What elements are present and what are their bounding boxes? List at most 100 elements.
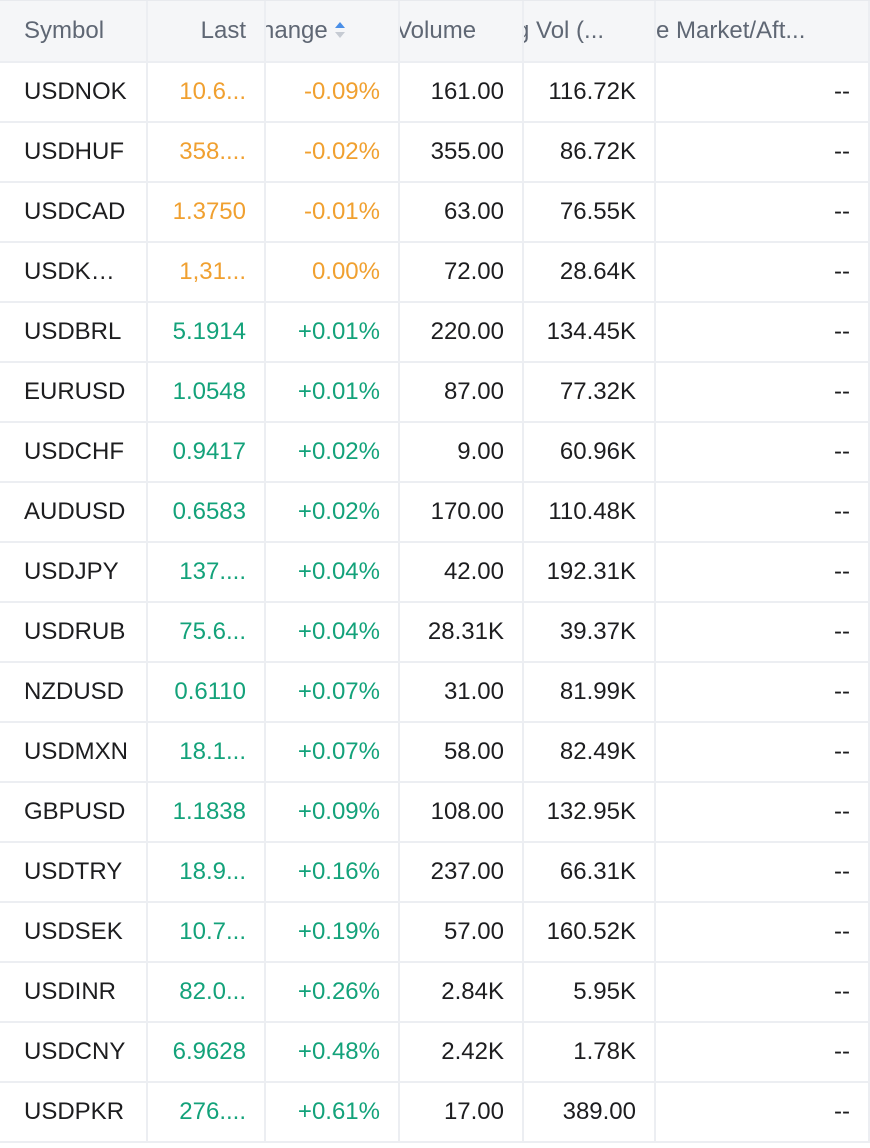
table-row[interactable]: USDKRW 1,31... 0.00% 72.00 28.64K -- bbox=[0, 243, 870, 303]
last-price-cell: 82.0... bbox=[148, 963, 266, 1021]
volume-cell: 220.00 bbox=[400, 303, 524, 361]
pre-market-cell: -- bbox=[656, 723, 870, 781]
volume-cell: 72.00 bbox=[400, 243, 524, 301]
avg-volume-cell: 5.95K bbox=[524, 963, 656, 1021]
last-price-cell: 0.6583 bbox=[148, 483, 266, 541]
symbol-cell[interactable]: AUDUSD bbox=[0, 483, 148, 541]
change-percent-cell: +0.19% bbox=[266, 903, 400, 961]
table-row[interactable]: USDHUF 358.... -0.02% 355.00 86.72K -- bbox=[0, 123, 870, 183]
table-row[interactable]: USDBRL 5.1914 +0.01% 220.00 134.45K -- bbox=[0, 303, 870, 363]
last-price-cell: 18.1... bbox=[148, 723, 266, 781]
symbol-cell[interactable]: USDCHF bbox=[0, 423, 148, 481]
column-header-pre-market[interactable]: re Market/Aft... bbox=[656, 1, 870, 61]
table-row[interactable]: USDCNY 6.9628 +0.48% 2.42K 1.78K -- bbox=[0, 1023, 870, 1083]
table-row[interactable]: USDINR 82.0... +0.26% 2.84K 5.95K -- bbox=[0, 963, 870, 1023]
symbol-cell[interactable]: USDCNY bbox=[0, 1023, 148, 1081]
volume-cell: 28.31K bbox=[400, 603, 524, 661]
change-percent-cell: +0.01% bbox=[266, 303, 400, 361]
symbol-cell[interactable]: USDCAD bbox=[0, 183, 148, 241]
symbol-cell[interactable]: USDPKR bbox=[0, 1083, 148, 1141]
change-percent-cell: +0.01% bbox=[266, 363, 400, 421]
pre-market-cell: -- bbox=[656, 843, 870, 901]
sort-ascending-icon[interactable] bbox=[334, 4, 346, 38]
avg-volume-cell: 192.31K bbox=[524, 543, 656, 601]
volume-cell: 9.00 bbox=[400, 423, 524, 481]
symbol-cell[interactable]: USDNOK bbox=[0, 63, 148, 121]
change-percent-cell: +0.02% bbox=[266, 483, 400, 541]
last-price-cell: 10.7... bbox=[148, 903, 266, 961]
pre-market-cell: -- bbox=[656, 363, 870, 421]
table-row[interactable]: EURUSD 1.0548 +0.01% 87.00 77.32K -- bbox=[0, 363, 870, 423]
change-percent-cell: -0.09% bbox=[266, 63, 400, 121]
symbol-cell[interactable]: GBPUSD bbox=[0, 783, 148, 841]
last-price-cell: 358.... bbox=[148, 123, 266, 181]
pre-market-cell: -- bbox=[656, 483, 870, 541]
change-percent-cell: +0.04% bbox=[266, 543, 400, 601]
symbol-cell[interactable]: USDJPY bbox=[0, 543, 148, 601]
volume-cell: 2.84K bbox=[400, 963, 524, 1021]
change-percent-cell: -0.02% bbox=[266, 123, 400, 181]
pre-market-cell: -- bbox=[656, 543, 870, 601]
column-header-label: g Vol (... bbox=[524, 17, 605, 44]
column-header-volume[interactable]: Volume bbox=[400, 1, 524, 61]
avg-volume-cell: 81.99K bbox=[524, 663, 656, 721]
symbol-cell[interactable]: NZDUSD bbox=[0, 663, 148, 721]
change-percent-cell: +0.02% bbox=[266, 423, 400, 481]
table-row[interactable]: AUDUSD 0.6583 +0.02% 170.00 110.48K -- bbox=[0, 483, 870, 543]
last-price-cell: 1.0548 bbox=[148, 363, 266, 421]
last-price-cell: 10.6... bbox=[148, 63, 266, 121]
last-price-cell: 137.... bbox=[148, 543, 266, 601]
last-price-cell: 6.9628 bbox=[148, 1023, 266, 1081]
last-price-cell: 0.9417 bbox=[148, 423, 266, 481]
pre-market-cell: -- bbox=[656, 243, 870, 301]
volume-cell: 2.42K bbox=[400, 1023, 524, 1081]
table-row[interactable]: NZDUSD 0.6110 +0.07% 31.00 81.99K -- bbox=[0, 663, 870, 723]
table-row[interactable]: USDMXN 18.1... +0.07% 58.00 82.49K -- bbox=[0, 723, 870, 783]
last-price-cell: 276.... bbox=[148, 1083, 266, 1141]
symbol-cell[interactable]: USDINR bbox=[0, 963, 148, 1021]
column-header-label: Last bbox=[200, 17, 246, 44]
symbol-cell[interactable]: USDBRL bbox=[0, 303, 148, 361]
table-row[interactable]: USDJPY 137.... +0.04% 42.00 192.31K -- bbox=[0, 543, 870, 603]
last-price-cell: 1,31... bbox=[148, 243, 266, 301]
table-row[interactable]: USDPKR 276.... +0.61% 17.00 389.00 -- bbox=[0, 1083, 870, 1143]
pre-market-cell: -- bbox=[656, 783, 870, 841]
table-row[interactable]: USDCAD 1.3750 -0.01% 63.00 76.55K -- bbox=[0, 183, 870, 243]
avg-volume-cell: 82.49K bbox=[524, 723, 656, 781]
avg-volume-cell: 28.64K bbox=[524, 243, 656, 301]
change-percent-cell: -0.01% bbox=[266, 183, 400, 241]
volume-cell: 170.00 bbox=[400, 483, 524, 541]
volume-cell: 42.00 bbox=[400, 543, 524, 601]
table-row[interactable]: USDCHF 0.9417 +0.02% 9.00 60.96K -- bbox=[0, 423, 870, 483]
column-header-avg-vol[interactable]: g Vol (... bbox=[524, 1, 656, 61]
column-header-last[interactable]: Last bbox=[148, 1, 266, 61]
table-row[interactable]: USDTRY 18.9... +0.16% 237.00 66.31K -- bbox=[0, 843, 870, 903]
pre-market-cell: -- bbox=[656, 603, 870, 661]
change-percent-cell: +0.07% bbox=[266, 663, 400, 721]
symbol-cell[interactable]: USDSEK bbox=[0, 903, 148, 961]
symbol-cell[interactable]: EURUSD bbox=[0, 363, 148, 421]
symbol-cell[interactable]: USDRUB bbox=[0, 603, 148, 661]
volume-cell: 31.00 bbox=[400, 663, 524, 721]
pre-market-cell: -- bbox=[656, 1083, 870, 1141]
pre-market-cell: -- bbox=[656, 303, 870, 361]
avg-volume-cell: 60.96K bbox=[524, 423, 656, 481]
symbol-cell[interactable]: USDMXN bbox=[0, 723, 148, 781]
table-row[interactable]: USDNOK 10.6... -0.09% 161.00 116.72K -- bbox=[0, 63, 870, 123]
avg-volume-cell: 132.95K bbox=[524, 783, 656, 841]
table-row[interactable]: USDSEK 10.7... +0.19% 57.00 160.52K -- bbox=[0, 903, 870, 963]
table-row[interactable]: USDRUB 75.6... +0.04% 28.31K 39.37K -- bbox=[0, 603, 870, 663]
last-price-cell: 18.9... bbox=[148, 843, 266, 901]
pre-market-cell: -- bbox=[656, 123, 870, 181]
avg-volume-cell: 134.45K bbox=[524, 303, 656, 361]
symbol-cell[interactable]: USDHUF bbox=[0, 123, 148, 181]
column-header-symbol[interactable]: Symbol bbox=[0, 1, 148, 61]
symbol-cell[interactable]: USDKRW bbox=[0, 243, 148, 301]
table-row[interactable]: GBPUSD 1.1838 +0.09% 108.00 132.95K -- bbox=[0, 783, 870, 843]
volume-cell: 355.00 bbox=[400, 123, 524, 181]
column-header-change[interactable]: hange bbox=[266, 1, 400, 61]
symbol-cell[interactable]: USDTRY bbox=[0, 843, 148, 901]
change-percent-cell: +0.26% bbox=[266, 963, 400, 1021]
change-percent-cell: +0.04% bbox=[266, 603, 400, 661]
